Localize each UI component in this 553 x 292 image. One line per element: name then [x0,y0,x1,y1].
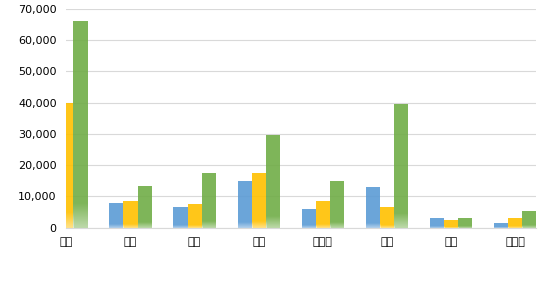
Bar [330,181,344,228]
Bar [45,112,59,228]
Bar [394,104,408,228]
Bar [366,187,380,228]
Bar [316,201,330,228]
Bar [380,207,394,228]
Bar [444,220,458,228]
Bar [302,209,316,228]
Bar [266,135,280,228]
Bar [109,203,123,228]
Bar [508,218,522,228]
Bar [74,21,87,228]
Bar [522,211,536,228]
Bar [138,185,152,228]
Bar [430,218,444,228]
Bar [238,181,252,228]
Bar [252,173,266,228]
Bar [174,207,187,228]
Bar [458,218,472,228]
Bar [187,204,202,228]
Bar [494,223,508,228]
Bar [123,201,138,228]
Bar [202,173,216,228]
Bar [59,102,74,228]
Legend: 2021年1月, 2021年2月, 2021年3月: 2021年1月, 2021年2月, 2021年3月 [111,288,332,292]
